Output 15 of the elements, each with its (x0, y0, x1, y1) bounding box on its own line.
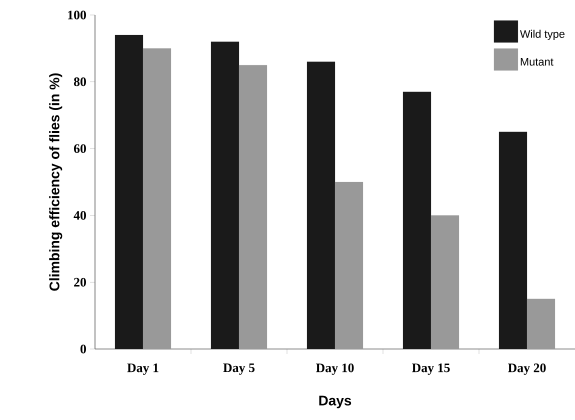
legend-label: Wild type (520, 30, 565, 40)
y-tick-label: 40 (74, 211, 86, 220)
y-axis-title: Climbing efficiency of flies (in %) (49, 73, 62, 291)
x-tick-label: Day 10 (316, 364, 354, 375)
x-tick-label: Day 20 (508, 364, 546, 375)
legend-label: Mutant (520, 58, 554, 66)
y-tick-label: 0 (80, 344, 86, 354)
x-tick-label: Day 15 (412, 364, 450, 375)
y-tick-label: 80 (74, 77, 86, 86)
x-tick-label: Day 5 (223, 364, 255, 375)
y-tick-label: 100 (68, 10, 86, 20)
x-tick-label: Day 1 (127, 364, 158, 375)
y-tick-label: 20 (74, 278, 86, 287)
y-tick-label: 60 (74, 144, 86, 153)
x-axis-title: Days (319, 396, 352, 408)
